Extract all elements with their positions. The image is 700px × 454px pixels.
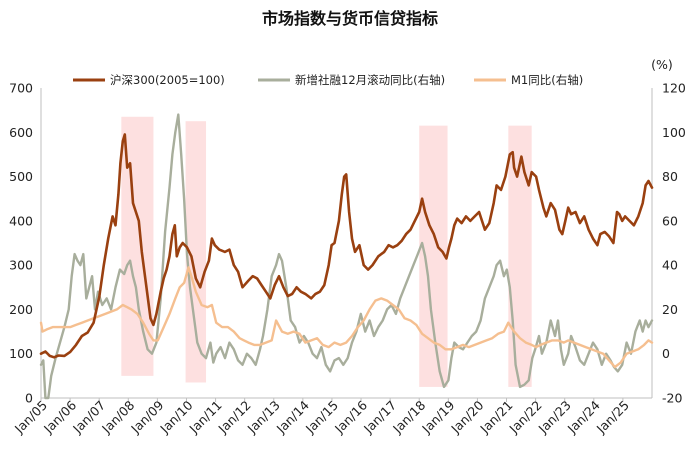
x-tick-label: Jan/12 [215, 398, 254, 437]
shaded-period-2 [185, 121, 207, 383]
series-line-2 [39, 113, 654, 400]
y-left-tick-label: 500 [9, 169, 33, 184]
x-tick-label: Jan/22 [506, 398, 545, 437]
y-left-tick-label: 100 [9, 346, 33, 361]
x-tick-label: Jan/09 [127, 397, 166, 436]
x-tick-label: Jan/07 [69, 398, 108, 437]
y-left-tick-label: 400 [9, 213, 33, 228]
x-tick-label: Jan/19 [418, 397, 457, 436]
x-tick-label: Jan/06 [40, 397, 79, 436]
y-right-tick-label: 60 [662, 213, 678, 228]
x-tick-label: Jan/14 [273, 397, 312, 436]
tick-labels: 0 100 200 300 400 500 600 700 -20 0 20 40 60 80 100 120… [9, 81, 686, 437]
legend-label-hs300: 沪深300(2005=100) [110, 73, 225, 87]
y-right-tick-label: 100 [662, 125, 686, 140]
x-tick-label: Jan/25 [593, 398, 632, 437]
y-right-tick-label: 120 [662, 81, 686, 96]
x-tick-label: Jan/21 [476, 398, 515, 437]
y-right-tick-label: 40 [662, 258, 678, 273]
x-tick-label: Jan/08 [98, 397, 137, 436]
series-line-3 [39, 266, 654, 369]
x-tick-label: Jan/18 [389, 397, 428, 436]
x-tick-label: Jan/15 [302, 398, 341, 437]
x-tick-label: Jan/10 [156, 397, 195, 436]
x-tick-label: Jan/13 [244, 398, 283, 437]
legend-label-social-financing: 新增社融12月滚动同比(右轴) [295, 73, 445, 87]
y-right-tick-label: 20 [662, 302, 678, 317]
x-tick-label: Jan/24 [564, 397, 603, 436]
y-left-tick-label: 300 [9, 258, 33, 273]
x-tick-label: Jan/17 [360, 398, 399, 437]
x-tick-label: Jan/20 [447, 397, 486, 436]
y-left-tick-label: 700 [9, 81, 33, 96]
y-right-tick-label: 0 [662, 346, 670, 361]
series-lines [39, 113, 654, 400]
x-tick-label: Jan/11 [186, 398, 225, 437]
chart-title: 市场指数与货币信贷指标 [262, 9, 438, 28]
x-tick-label: Jan/23 [535, 398, 574, 437]
series-line-1 [39, 133, 654, 359]
y-right-tick-label: 80 [662, 169, 678, 184]
right-axis-unit: (%) [651, 57, 673, 72]
shaded-period-4 [508, 125, 532, 387]
legend-label-m1: M1同比(右轴) [511, 73, 583, 87]
y-left-tick-label: 200 [9, 302, 33, 317]
y-left-tick-label: 0 [25, 391, 33, 406]
x-tick-label: Jan/16 [331, 397, 370, 436]
axes [40, 88, 653, 402]
legend: 沪深300(2005=100) 新增社融12月滚动同比(右轴) M1同比(右轴) [73, 73, 583, 87]
y-right-tick-label: -20 [662, 391, 682, 406]
y-left-tick-label: 600 [9, 125, 33, 140]
